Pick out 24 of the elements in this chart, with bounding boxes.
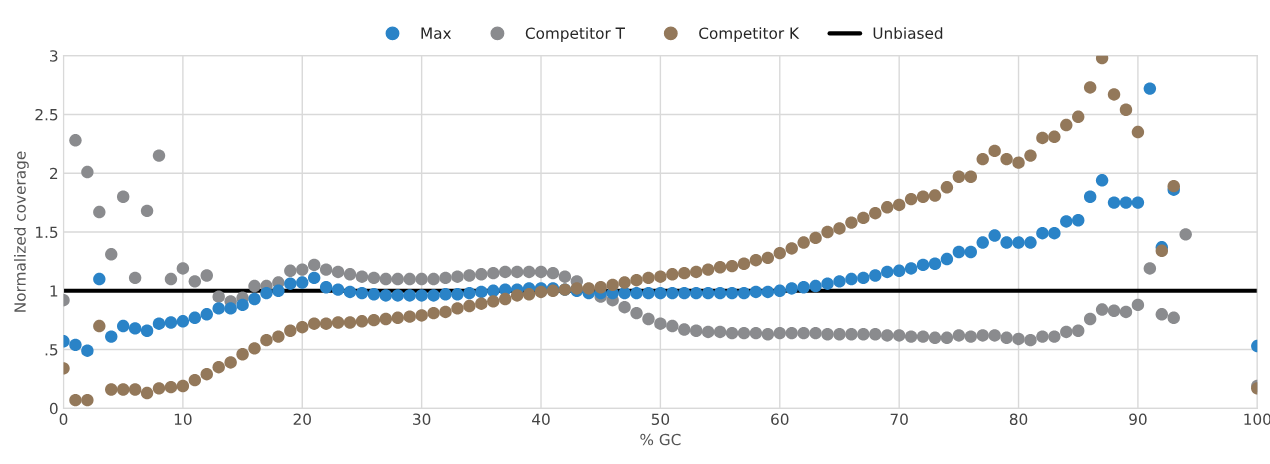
x-axis-title: % GC — [640, 433, 681, 446]
x-tick-label: 100 — [1244, 413, 1270, 426]
x-tick-label: 80 — [1009, 413, 1028, 426]
y-tick-label: 3 — [50, 50, 58, 62]
x-tick-label: 90 — [1129, 413, 1147, 426]
legend-label: Max — [421, 27, 452, 39]
legend-label: Unbiased — [873, 27, 943, 39]
y-axis-title: Normalized coverage — [14, 151, 29, 312]
y-tick-label: 0 — [49, 402, 58, 415]
x-tick-label: 0 — [59, 413, 68, 426]
x-tick-label: 40 — [532, 413, 550, 426]
x-tick-label: 20 — [293, 413, 311, 426]
x-tick-label: 10 — [174, 413, 192, 426]
x-tick-label: 70 — [890, 413, 908, 426]
x-tick-label: 60 — [771, 413, 789, 426]
x-tick-label: 30 — [413, 413, 431, 426]
y-tick-label: 1 — [50, 285, 58, 297]
y-tick-label: 2.5 — [35, 108, 58, 121]
legend-label: Competitor K — [699, 27, 800, 42]
legend-label: Competitor T — [525, 27, 625, 42]
y-tick-label: .5 — [45, 344, 58, 356]
y-tick-label: 1.5 — [36, 226, 58, 239]
y-tick-label: 2 — [50, 167, 58, 180]
x-tick-label: 50 — [651, 413, 670, 426]
